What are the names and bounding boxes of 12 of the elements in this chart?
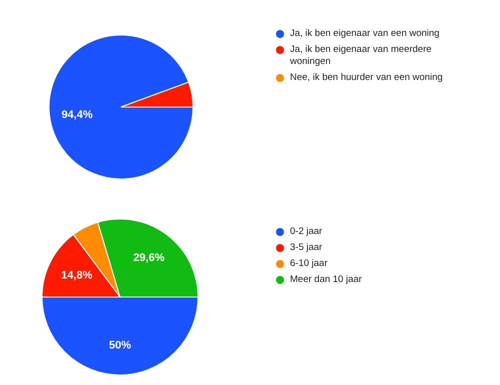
legend-label: 0-2 jaar <box>290 226 324 238</box>
data-label: 94,4% <box>61 108 93 121</box>
legend-label: Ja, ik ben eigenaar van een woning <box>290 28 440 40</box>
legend-label: Meer dan 10 jaar <box>290 274 363 286</box>
pie-slice <box>48 34 194 180</box>
legend-label: Nee, ik ben huurder van een woning <box>290 72 444 84</box>
data-label: 50% <box>108 339 132 352</box>
data-label: 14,8% <box>61 269 93 282</box>
legend-label: 3-5 jaar <box>290 242 324 254</box>
legend-label: Ja, ik ben eigenaar van meerdere woningen <box>290 44 433 68</box>
data-label: 29,6% <box>133 252 165 264</box>
legend-label: 6-10 jaar <box>290 258 328 270</box>
